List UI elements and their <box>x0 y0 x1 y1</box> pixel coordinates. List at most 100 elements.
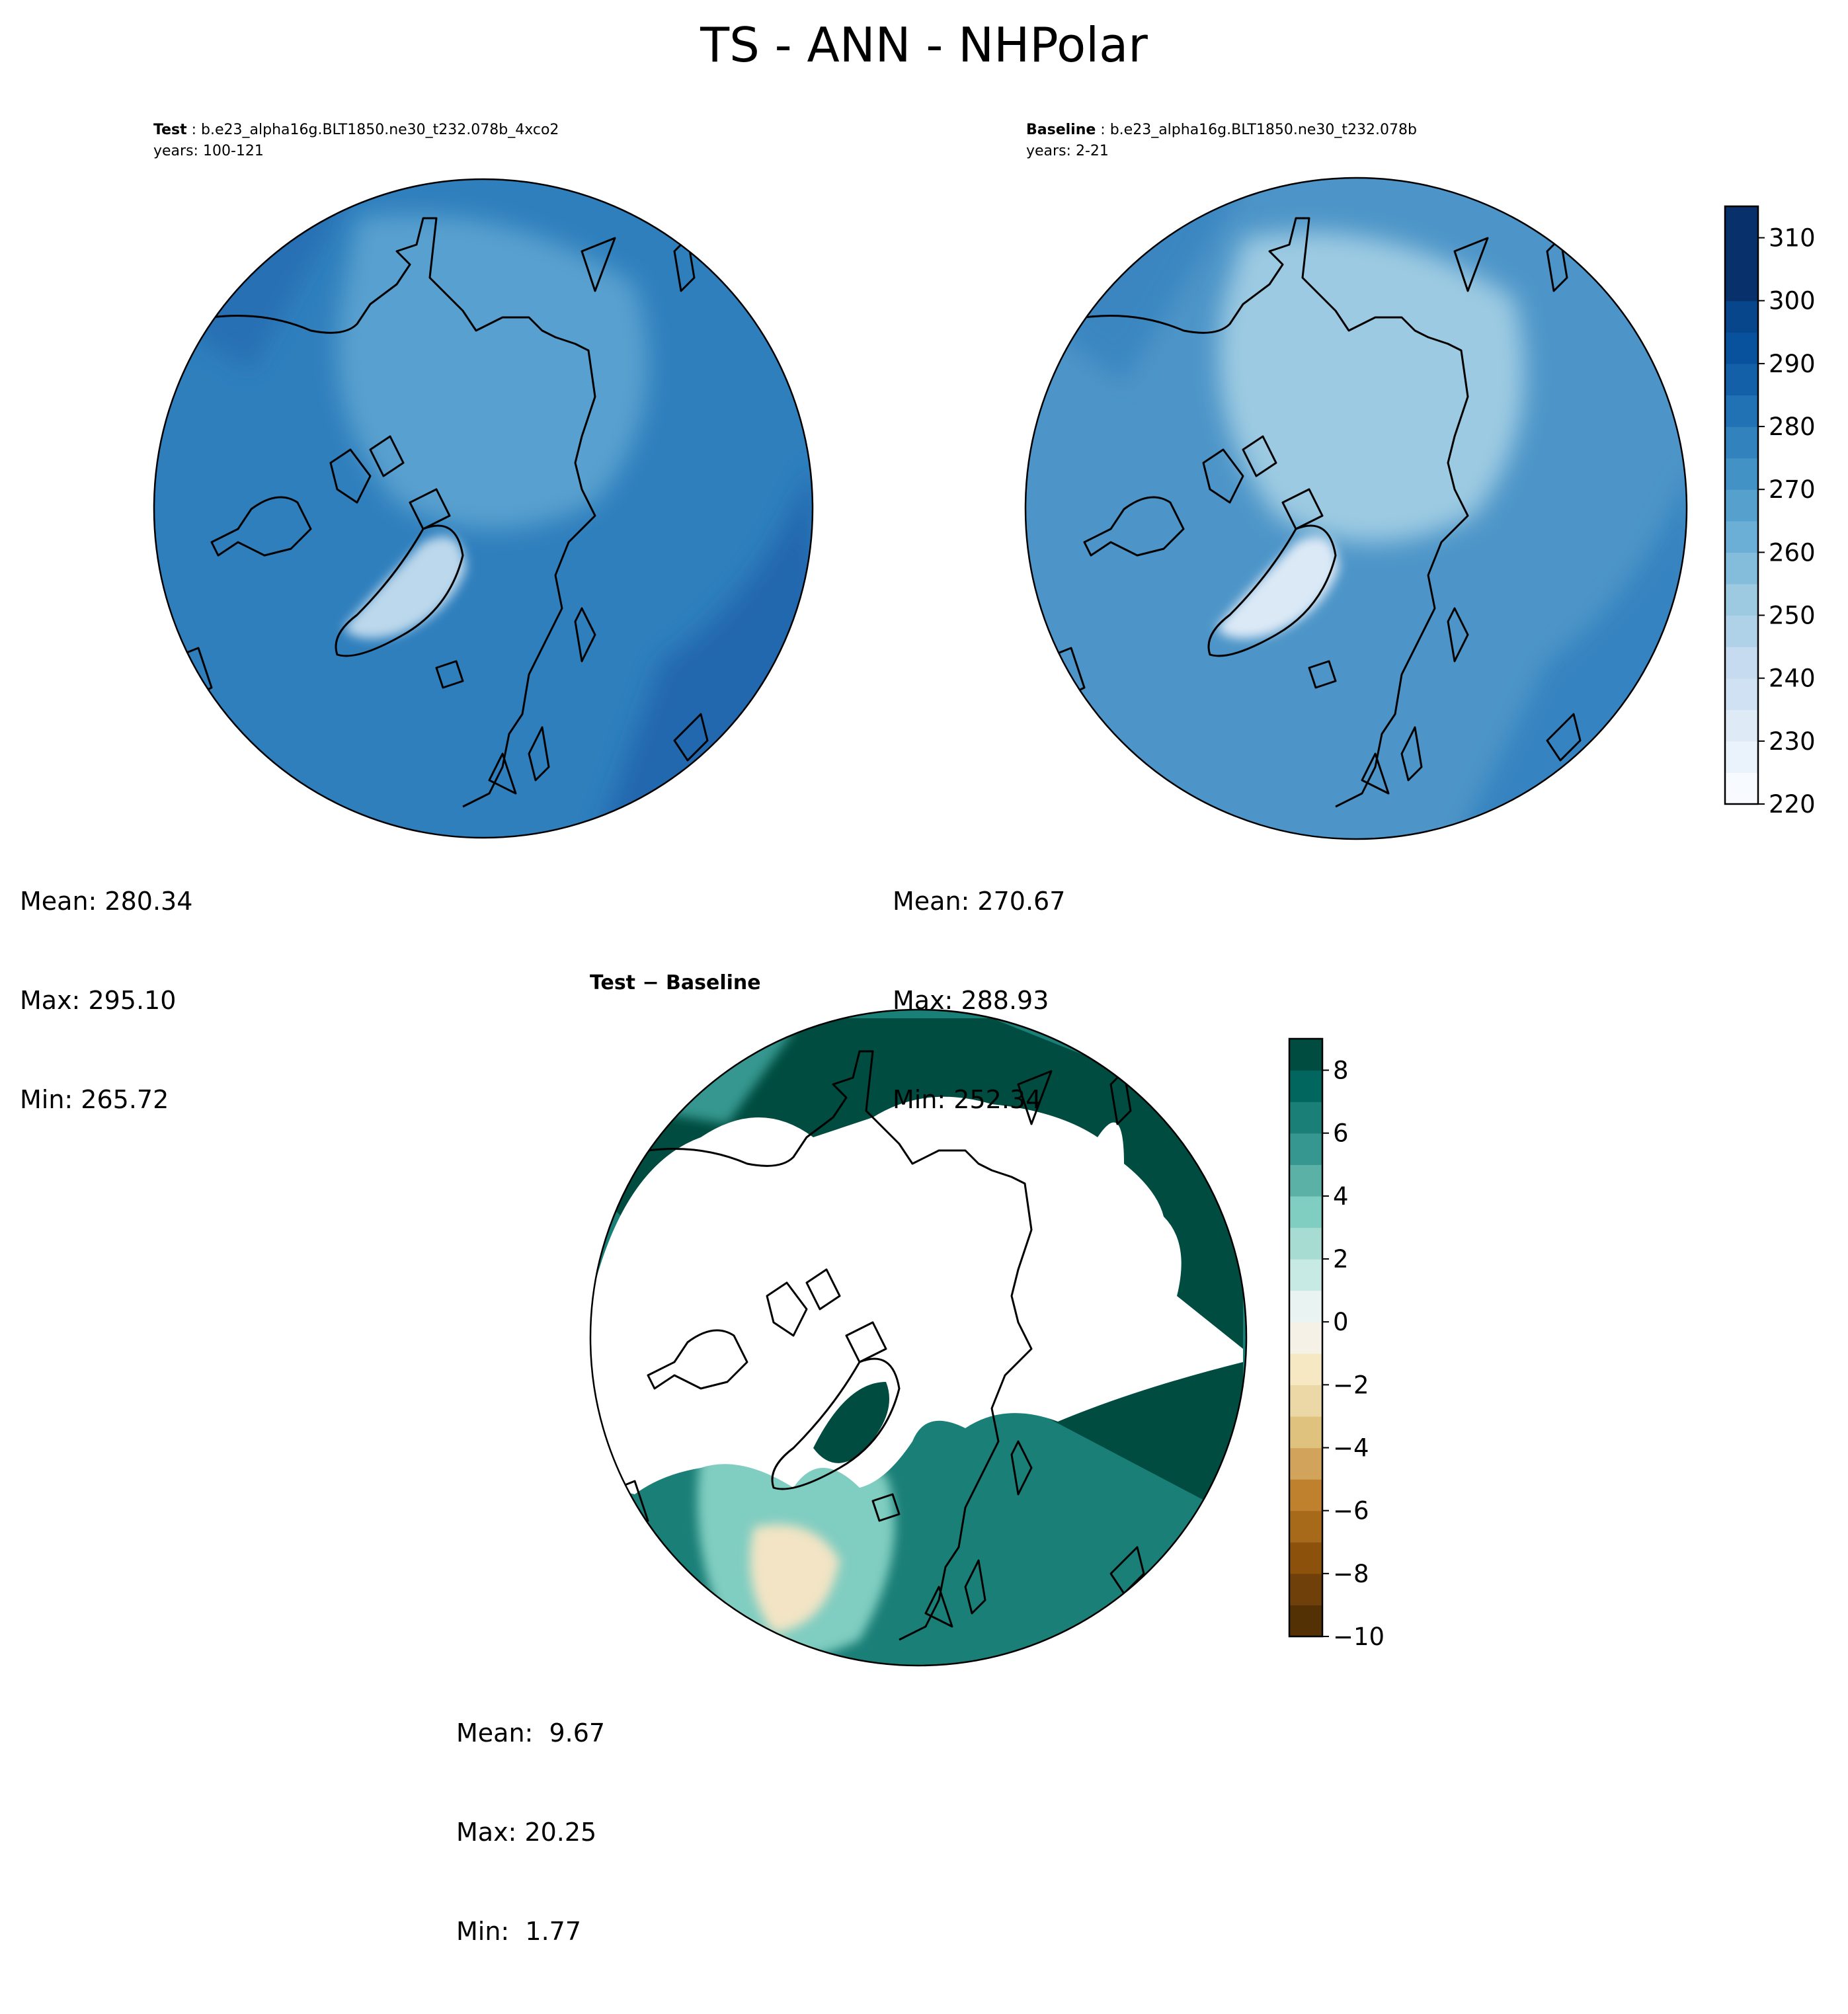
main-colorbar-segment <box>1725 363 1758 396</box>
diff-colorbar-segment <box>1289 1102 1322 1134</box>
diff-colorbar-segment <box>1289 1322 1322 1354</box>
baseline-mean: Mean: 270.67 <box>893 887 1066 916</box>
diff-colorbar-tick-label: 4 <box>1333 1182 1349 1211</box>
baseline-years: years: 2-21 <box>1026 143 1109 159</box>
diff-map-boundary <box>589 1008 1248 1667</box>
main-colorbar-segment <box>1725 520 1758 553</box>
test-coastlines <box>164 217 709 808</box>
diff-colorbar-segment <box>1289 1195 1322 1229</box>
main-colorbar-segment <box>1725 772 1758 805</box>
test-min: Min: 265.72 <box>20 1085 169 1114</box>
main-colorbar-segment <box>1725 647 1758 679</box>
diff-colorbar-segment <box>1289 1164 1322 1197</box>
diff-colorbar-tick-label: −2 <box>1333 1371 1369 1399</box>
diff-colorbar-frame <box>1288 1037 1324 1638</box>
main-colorbar-tick-label: 290 <box>1769 350 1816 378</box>
diff-colorbar-segment <box>1289 1605 1322 1637</box>
main-colorbar-tick-label: 230 <box>1769 727 1816 756</box>
main-colorbar-segment <box>1725 552 1758 584</box>
plot-canvas: 220 230 240 250 260 270 280 290 300 310 −10 −8 −6 −4… <box>153 177 1816 1667</box>
diff-colorbar-segment <box>1289 1039 1322 1071</box>
test-arctic-field <box>337 214 648 529</box>
main-colorbar-segment <box>1725 206 1758 239</box>
main-colorbar-tick-label: 250 <box>1769 602 1816 630</box>
main-colorbar-segment <box>1725 237 1758 270</box>
diff-near-zero-region <box>590 1096 1243 1494</box>
baseline-coastlines <box>1037 217 1582 808</box>
baseline-polar-map <box>1024 177 1688 840</box>
test-stats: Mean: 280.34 Max: 295.10 Min: 265.72 <box>20 819 192 1182</box>
diff-coastlines <box>600 1050 1145 1641</box>
main-colorbar-segment <box>1725 741 1758 774</box>
main-colorbar-tick-label: 310 <box>1769 224 1816 253</box>
test-label: Test <box>153 122 187 138</box>
baseline-panel-header: Baseline : b.e23_alpha16g.BLT1850.ne30_t… <box>1026 122 1417 138</box>
diff-min-region <box>750 1524 840 1633</box>
diff-min: Min: 1.77 <box>456 1917 581 1946</box>
test-case-name: b.e23_alpha16g.BLT1850.ne30_t232.078b_4x… <box>201 122 559 138</box>
main-colorbar-tick-label: 220 <box>1769 790 1816 819</box>
main-colorbar-segment <box>1725 489 1758 522</box>
main-colorbar-segment <box>1725 709 1758 742</box>
diff-colorbar-segment <box>1289 1447 1322 1480</box>
diff-panel-header: Test − Baseline <box>590 971 761 994</box>
diff-colorbar-segment <box>1289 1416 1322 1449</box>
diff-colorbar-tick-label: −6 <box>1333 1497 1369 1525</box>
test-map-boundary <box>153 178 814 839</box>
main-colorbar-segment <box>1725 426 1758 459</box>
main-colorbar-tick-label: 300 <box>1769 287 1816 315</box>
test-mean: Mean: 280.34 <box>20 887 193 916</box>
main-colorbar-segment <box>1725 269 1758 302</box>
diff-polar-map <box>589 1008 1248 1667</box>
diff-mean: Mean: 9.67 <box>456 1718 606 1748</box>
baseline-map-boundary <box>1024 177 1688 840</box>
test-panel-header: Test : b.e23_alpha16g.BLT1850.ne30_t232.… <box>153 122 559 138</box>
test-polar-map <box>153 178 814 839</box>
main-colorbar-tick-label: 260 <box>1769 538 1816 567</box>
main-colorbar-frame <box>1724 205 1759 805</box>
diff-colorbar-tick-label: 8 <box>1333 1057 1349 1085</box>
main-colorbar-segment <box>1725 332 1758 364</box>
main-colorbar-tick-label: 280 <box>1769 413 1816 441</box>
diff-colorbar: −10 −8 −6 −4 −2 0 2 4 6 8 <box>1288 1037 1385 1651</box>
main-colorbar: 220 230 240 250 260 270 280 290 300 310 <box>1724 205 1816 819</box>
main-colorbar-tick-label: 270 <box>1769 475 1816 504</box>
main-colorbar-segment <box>1725 583 1758 616</box>
baseline-arctic-field <box>1219 231 1525 542</box>
baseline-label: Baseline <box>1026 122 1096 138</box>
diff-colorbar-segment <box>1289 1542 1322 1574</box>
diff-colorbar-tick-label: −4 <box>1333 1434 1369 1463</box>
diff-colorbar-segment <box>1289 1290 1322 1322</box>
baseline-greenland-field <box>1217 536 1339 639</box>
diff-colorbar-segment <box>1289 1227 1322 1260</box>
diff-colorbar-tick-label: −8 <box>1333 1560 1369 1588</box>
baseline-warm-region <box>1031 178 1256 383</box>
baseline-case-name: b.e23_alpha16g.BLT1850.ne30_t232.078b <box>1109 122 1417 138</box>
test-years: years: 100-121 <box>153 143 264 159</box>
diff-colorbar-tick-label: 0 <box>1333 1308 1349 1336</box>
diff-colorbar-segment <box>1289 1259 1322 1291</box>
diff-colorbar-tick-label: 6 <box>1333 1119 1349 1148</box>
diff-colorbar-segment <box>1289 1385 1322 1417</box>
test-greenland-field <box>344 536 466 639</box>
baseline-stats: Mean: 270.67 Max: 288.93 Min: 252.34 <box>893 819 1065 1182</box>
diff-stats: Mean: 9.67 Max: 20.25 Min: 1.77 <box>456 1650 605 2014</box>
main-colorbar-tick-label: 240 <box>1769 665 1816 693</box>
main-colorbar-segment <box>1725 678 1758 710</box>
baseline-max: Max: 288.93 <box>893 986 1049 1015</box>
diff-colorbar-segment <box>1289 1070 1322 1102</box>
baseline-min: Min: 252.34 <box>893 1085 1042 1114</box>
diff-colorbar-segment <box>1289 1479 1322 1511</box>
diff-colorbar-segment <box>1289 1133 1322 1165</box>
diff-colorbar-segment <box>1289 1353 1322 1385</box>
diff-colorbar-segment <box>1289 1510 1322 1543</box>
test-max: Max: 295.10 <box>20 986 177 1015</box>
main-colorbar-segment <box>1725 615 1758 647</box>
main-colorbar-segment <box>1725 458 1758 490</box>
main-colorbar-segment <box>1725 395 1758 427</box>
diff-colorbar-segment <box>1289 1573 1322 1606</box>
diff-colorbar-tick-label: −10 <box>1333 1623 1385 1651</box>
figure: TS - ANN - NHPolar Test : b.e23_alpha16g… <box>20 17 1816 1946</box>
figure-title: TS - ANN - NHPolar <box>700 17 1148 73</box>
main-colorbar-segment <box>1725 300 1758 333</box>
